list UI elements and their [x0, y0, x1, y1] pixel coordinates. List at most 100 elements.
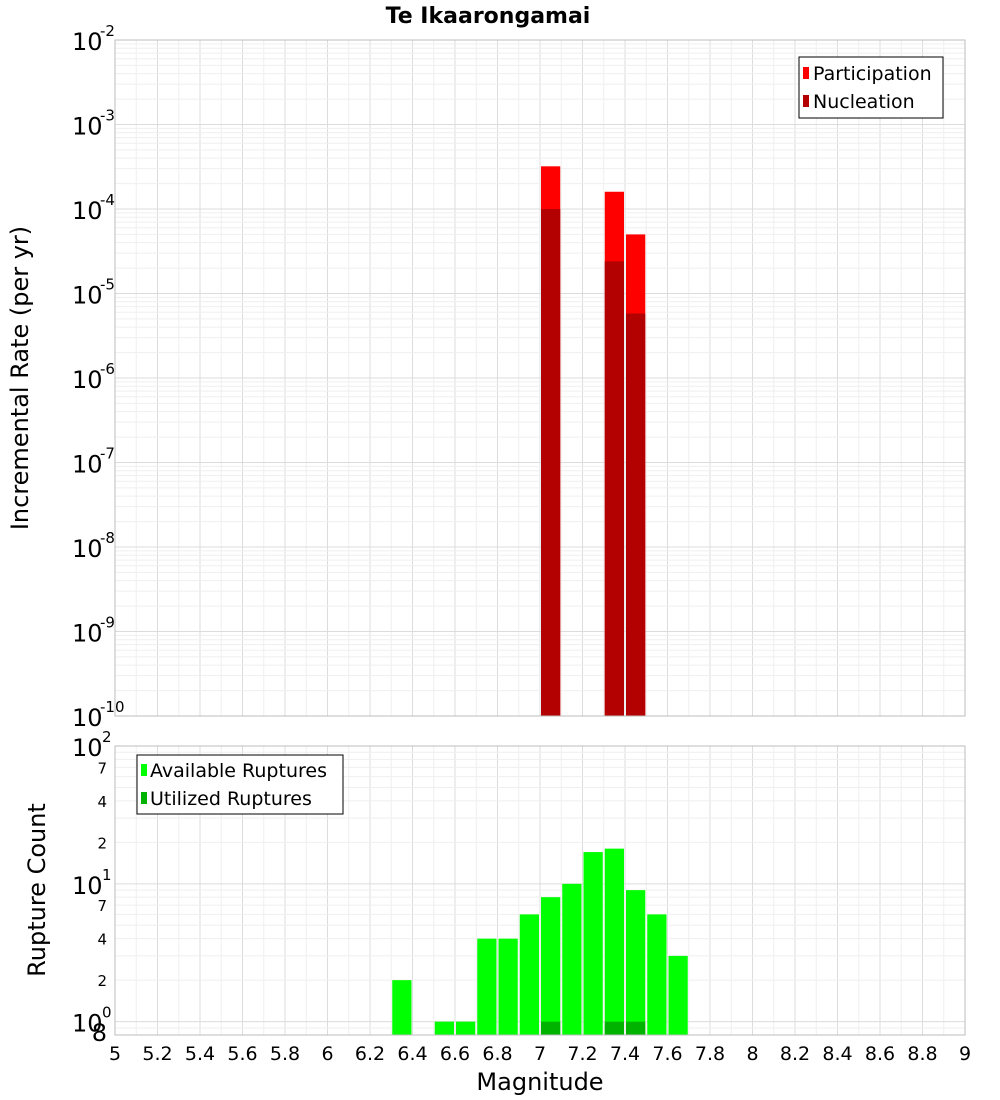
x-tick-label: 8.8 — [907, 1043, 937, 1065]
bottom-bar-a — [456, 1021, 476, 1035]
top-bars — [541, 166, 646, 717]
top-plot-border — [114, 39, 966, 717]
x-tick-label: 7.8 — [695, 1043, 725, 1065]
top-y-tick: 10-5 — [72, 276, 115, 310]
bottom-bar-b — [626, 1021, 646, 1035]
top-y-tick: 10-10 — [72, 698, 125, 732]
tick-base: 10 — [72, 113, 103, 141]
top-y-tick: 10-3 — [72, 107, 115, 141]
x-tick-label: 7.4 — [610, 1043, 640, 1065]
legend-swatch-available — [141, 764, 147, 776]
x-tick-label: 7.2 — [567, 1043, 597, 1065]
tick-exponent: -2 — [100, 22, 115, 40]
top-bar-b — [626, 313, 646, 716]
top-y-tick: 10-9 — [72, 614, 115, 648]
bottom-bar-a — [477, 938, 497, 1035]
top-y-tick: 10-7 — [72, 445, 115, 479]
tick-base: 10 — [72, 451, 103, 479]
tick-base: 10 — [72, 282, 103, 310]
bottom-y-major-tick: 10 2 — [72, 728, 112, 762]
bottom-bar-a — [519, 914, 539, 1035]
tick-base: 10 — [72, 28, 103, 56]
legend-label-utilized: Utilized Ruptures — [150, 788, 312, 810]
bottom-bar-a — [541, 897, 561, 1035]
x-tick-label: 6.4 — [397, 1043, 427, 1065]
tick-exponent: -3 — [100, 107, 115, 125]
tick-exponent: -9 — [100, 614, 115, 632]
x-tick-label: 6 — [321, 1043, 333, 1065]
x-tick-label: 5.2 — [142, 1043, 172, 1065]
x-tick-label: 7 — [534, 1043, 546, 1065]
tick-base: 10 — [72, 872, 103, 900]
x-tick-label: 6.8 — [482, 1043, 512, 1065]
x-tick-label: 5.6 — [227, 1043, 257, 1065]
bottom-y-minor-tick: 4 — [97, 793, 107, 811]
x-axis-label: Magnitude — [476, 1068, 603, 1096]
bottom-y-major-tick: 10 1 — [72, 866, 112, 900]
bottom-bar-a — [626, 890, 646, 1035]
tick-exponent: -8 — [100, 529, 115, 547]
tick-exponent: -7 — [100, 445, 115, 463]
x-tick-label: 6.6 — [440, 1043, 470, 1065]
chart-title: Te Ikaarongamai — [386, 4, 591, 29]
bottom-bar-a — [392, 980, 412, 1035]
x-tick-label: 8.4 — [822, 1043, 852, 1065]
bottom-bar-a — [498, 938, 518, 1035]
x-tick-label: 5.4 — [185, 1043, 215, 1065]
tick-exponent: -4 — [100, 191, 115, 209]
tick-base: 10 — [72, 1010, 103, 1038]
tick-exponent: 1 — [102, 866, 112, 884]
tick-exponent: -10 — [100, 698, 125, 716]
bottom-bars — [392, 848, 688, 1035]
legend-label-available: Available Ruptures — [150, 760, 327, 782]
bottom-bar-a — [668, 955, 688, 1035]
x-ticks: 5 5.2 5.4 5.6 5.8 6 6.2 6.4 6.6 6.8 7 7.2 7.4 7.6 7.8 8… — [109, 1043, 971, 1065]
top-y-tick: 10-2 — [72, 22, 115, 56]
bottom-bar-a — [434, 1021, 454, 1035]
bottom-bar-a — [562, 883, 582, 1035]
x-tick-label: 6.2 — [355, 1043, 385, 1065]
x-tick-label: 5 — [109, 1043, 121, 1065]
bottom-plot-border — [114, 745, 966, 1036]
top-bar-b — [541, 209, 561, 716]
bottom-y-minor-tick: 8 — [92, 1019, 107, 1047]
legend-swatch-participation — [803, 67, 809, 79]
legend-swatch-utilized — [141, 792, 147, 804]
x-tick-label: 8 — [746, 1043, 758, 1065]
bottom-y-minor-tick: 2 — [97, 834, 107, 852]
tick-exponent: -5 — [100, 276, 115, 294]
bottom-legend: Available Ruptures Utilized Ruptures — [136, 754, 344, 815]
x-tick-label: 8.2 — [780, 1043, 810, 1065]
bottom-y-major-tick: 10 0 — [72, 1004, 112, 1038]
legend-label-nucleation: Nucleation — [813, 91, 915, 113]
tick-base: 10 — [72, 704, 103, 732]
bottom-bar-b — [541, 1021, 561, 1035]
bottom-y-minor-tick: 7 — [97, 759, 107, 777]
top-legend: Participation Nucleation — [798, 56, 944, 119]
bottom-y-minor-tick: 2 — [97, 972, 107, 990]
legend-label-participation: Participation — [813, 63, 932, 85]
x-tick-label: 8.6 — [865, 1043, 895, 1065]
legend-swatch-nucleation — [803, 95, 809, 107]
top-bar-b — [604, 261, 624, 716]
top-y-tick: 10-6 — [72, 360, 115, 394]
tick-base: 10 — [72, 197, 103, 225]
x-tick-label: 9 — [959, 1043, 971, 1065]
top-grid — [114, 40, 966, 717]
tick-base: 10 — [72, 734, 103, 762]
tick-exponent: 2 — [102, 728, 112, 746]
tick-exponent: -6 — [100, 360, 115, 378]
tick-base: 10 — [72, 620, 103, 648]
bottom-y-axis-label: Rupture Count — [23, 803, 51, 977]
bottom-bar-a — [647, 914, 667, 1035]
bottom-bar-b — [604, 1021, 624, 1035]
x-tick-label: 7.6 — [652, 1043, 682, 1065]
tick-base: 10 — [72, 366, 103, 394]
bottom-bar-a — [583, 852, 603, 1035]
x-tick-label: 5.8 — [270, 1043, 300, 1065]
bottom-legend-box — [136, 754, 344, 815]
bottom-y-minor-tick: 4 — [97, 931, 107, 949]
